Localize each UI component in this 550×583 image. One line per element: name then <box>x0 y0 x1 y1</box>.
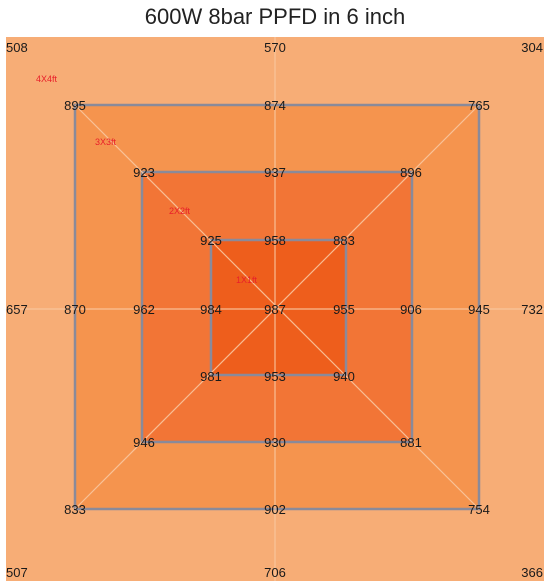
values-4x4: 508 570 304 657 732 507 706 366 <box>6 40 543 580</box>
ppfd-value: 902 <box>264 502 286 517</box>
ppfd-value: 657 <box>6 302 28 317</box>
zone-label-4x4: 4X4ft <box>36 74 58 84</box>
zone-label-3x3: 3X3ft <box>95 137 117 147</box>
zone-label-2x2: 2X2ft <box>169 206 191 216</box>
ppfd-value: 732 <box>521 302 543 317</box>
guide-line-diagonal-b <box>74 104 480 510</box>
zone-1x1-square <box>209 238 348 377</box>
ppfd-value: 958 <box>264 233 286 248</box>
ppfd-value: 984 <box>200 302 222 317</box>
ppfd-value: 906 <box>400 302 422 317</box>
values-1x1: 925 958 883 984 955 981 953 940 <box>200 233 355 384</box>
ppfd-value: 895 <box>64 98 86 113</box>
ppfd-value: 765 <box>468 98 490 113</box>
chart-title: 600W 8bar PPFD in 6 inch <box>144 4 406 29</box>
ppfd-value: 923 <box>133 165 155 180</box>
ppfd-value: 366 <box>521 565 543 580</box>
values-3x3: 895 874 765 870 945 833 902 754 <box>64 98 490 517</box>
ppfd-value: 833 <box>64 502 86 517</box>
ppfd-value: 930 <box>264 435 286 450</box>
ppfd-value: 304 <box>521 40 543 55</box>
ppfd-value: 925 <box>200 233 222 248</box>
ppfd-value: 940 <box>333 369 355 384</box>
ppfd-value: 881 <box>400 435 422 450</box>
ppfd-value: 981 <box>200 369 222 384</box>
ppfd-value: 937 <box>264 165 286 180</box>
ppfd-value: 962 <box>133 302 155 317</box>
ppfd-value: 870 <box>64 302 86 317</box>
ppfd-value: 706 <box>264 565 286 580</box>
ppfd-value: 508 <box>6 40 28 55</box>
ppfd-value: 874 <box>264 98 286 113</box>
guide-lines <box>6 37 544 581</box>
ppfd-value: 507 <box>6 565 28 580</box>
ppfd-value: 754 <box>468 502 490 517</box>
ppfd-center-value: 987 <box>264 302 286 317</box>
ppfd-value: 945 <box>468 302 490 317</box>
ppfd-value: 570 <box>264 40 286 55</box>
ppfd-value: 955 <box>333 302 355 317</box>
ppfd-value: 946 <box>133 435 155 450</box>
ppfd-value: 883 <box>333 233 355 248</box>
values-2x2: 923 937 896 962 906 946 930 881 <box>133 165 422 450</box>
ppfd-value: 896 <box>400 165 422 180</box>
ppfd-value: 953 <box>264 369 286 384</box>
zone-label-1x1: 1X1ft <box>236 275 258 285</box>
